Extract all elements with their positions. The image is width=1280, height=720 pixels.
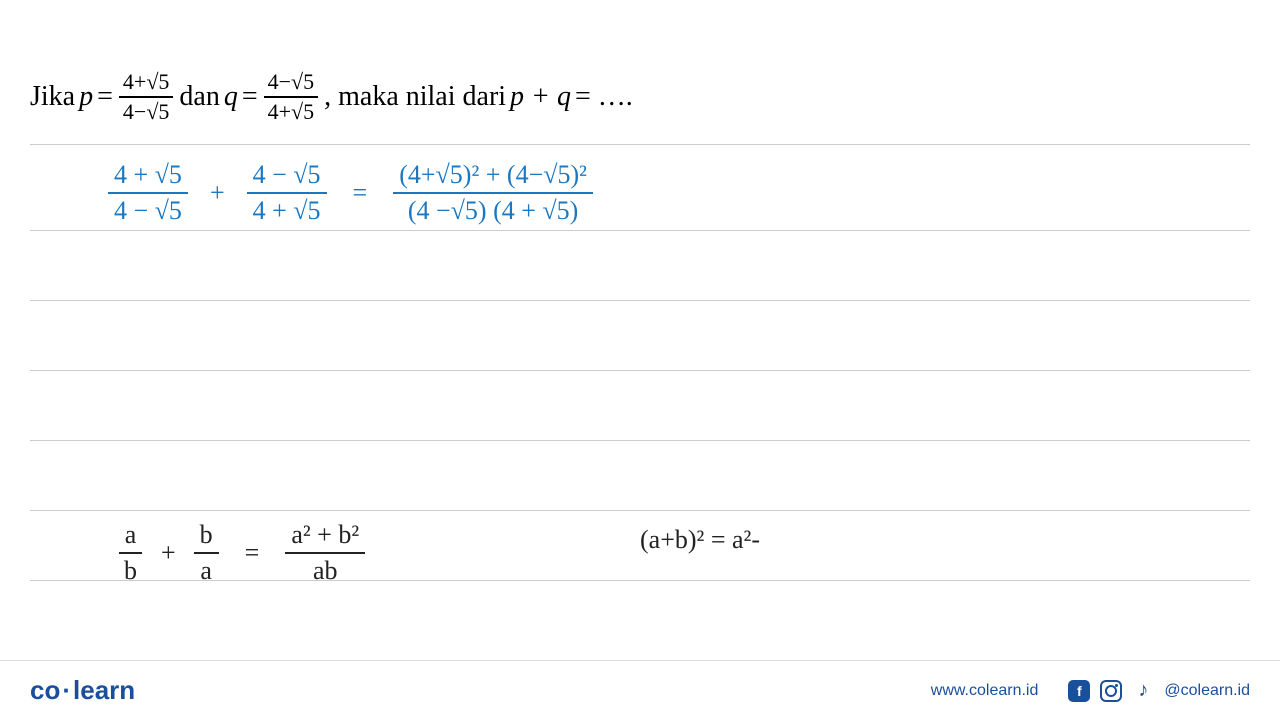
- eq3: = ….: [575, 81, 633, 113]
- hw1-f1-den: 4 − √5: [108, 194, 188, 226]
- hw2-f1-den: b: [118, 554, 143, 586]
- footer-url[interactable]: www.colearn.id: [931, 682, 1039, 700]
- logo-learn: learn: [73, 675, 135, 705]
- hw2-rhs: a² + b² ab: [285, 520, 365, 586]
- frac1-den: 4−√5: [119, 98, 173, 124]
- hw2-rhs-den: ab: [307, 554, 344, 586]
- problem-statement: Jika p = 4+√5 4−√5 dan q = 4−√5 4+√5 , m…: [30, 70, 1250, 124]
- eq2: =: [242, 81, 258, 113]
- handwriting-line-1: 4 + √5 4 − √5 + 4 − √5 4 + √5 = (4+√5)² …: [100, 160, 601, 226]
- facebook-icon[interactable]: f: [1068, 680, 1090, 702]
- hw2-frac1: a b: [118, 520, 143, 586]
- hw1-rhs: (4+√5)² + (4−√5)² (4 −√5) (4 + √5): [393, 160, 593, 226]
- hw1-f1-num: 4 + √5: [108, 160, 188, 194]
- instagram-icon[interactable]: [1100, 680, 1122, 702]
- logo-dot: ·: [62, 675, 71, 705]
- eq1: =: [97, 81, 113, 113]
- hw3-text: (a+b)² = a²-: [640, 525, 760, 554]
- problem-prefix: Jika: [30, 81, 75, 113]
- hw1-eq: =: [353, 178, 368, 208]
- hw1-f2-den: 4 + √5: [247, 194, 327, 226]
- logo: co·learn: [30, 675, 135, 706]
- footer-right: www.colearn.id f ♪ @colearn.id: [931, 680, 1250, 702]
- hw2-rhs-num: a² + b²: [285, 520, 365, 554]
- ruled-line: [30, 300, 1250, 301]
- ruled-line: [30, 230, 1250, 231]
- frac1-num: 4+√5: [119, 70, 173, 98]
- tiktok-icon[interactable]: ♪: [1132, 680, 1154, 702]
- hw1-frac2: 4 − √5 4 + √5: [247, 160, 327, 226]
- hw2-f2-num: b: [194, 520, 219, 554]
- hw1-plus: +: [210, 178, 225, 208]
- frac2-num: 4−√5: [264, 70, 318, 98]
- expr: p + q: [510, 81, 571, 113]
- ruled-line: [30, 370, 1250, 371]
- hw1-rhs-num: (4+√5)² + (4−√5)²: [393, 160, 593, 194]
- handwriting-line-2: a b + b a = a² + b² ab: [110, 520, 373, 586]
- content-area: Jika p = 4+√5 4−√5 dan q = 4−√5 4+√5 , m…: [0, 0, 1280, 660]
- problem-suffix: , maka nilai dari: [324, 81, 506, 113]
- problem-mid: dan: [179, 81, 219, 113]
- logo-co: co: [30, 675, 60, 705]
- hw2-f1-num: a: [119, 520, 143, 554]
- ruled-line: [30, 440, 1250, 441]
- social-icons: f ♪ @colearn.id: [1068, 680, 1250, 702]
- problem-frac2: 4−√5 4+√5: [264, 70, 318, 124]
- ruled-line: [30, 144, 1250, 145]
- frac2-den: 4+√5: [264, 98, 318, 124]
- hw1-rhs-den: (4 −√5) (4 + √5): [402, 194, 585, 226]
- hw2-plus: +: [161, 538, 176, 568]
- social-handle[interactable]: @colearn.id: [1164, 682, 1250, 700]
- ruled-line: [30, 580, 1250, 581]
- var-q: q: [224, 81, 238, 113]
- problem-frac1: 4+√5 4−√5: [119, 70, 173, 124]
- handwriting-line-3: (a+b)² = a²-: [640, 525, 760, 555]
- hw2-eq: =: [245, 538, 260, 568]
- hw1-f2-num: 4 − √5: [247, 160, 327, 194]
- hw2-frac2: b a: [194, 520, 219, 586]
- hw2-f2-den: a: [194, 554, 218, 586]
- hw1-frac1: 4 + √5 4 − √5: [108, 160, 188, 226]
- ruled-line: [30, 510, 1250, 511]
- footer: co·learn www.colearn.id f ♪ @colearn.id: [0, 660, 1280, 720]
- var-p: p: [79, 81, 93, 113]
